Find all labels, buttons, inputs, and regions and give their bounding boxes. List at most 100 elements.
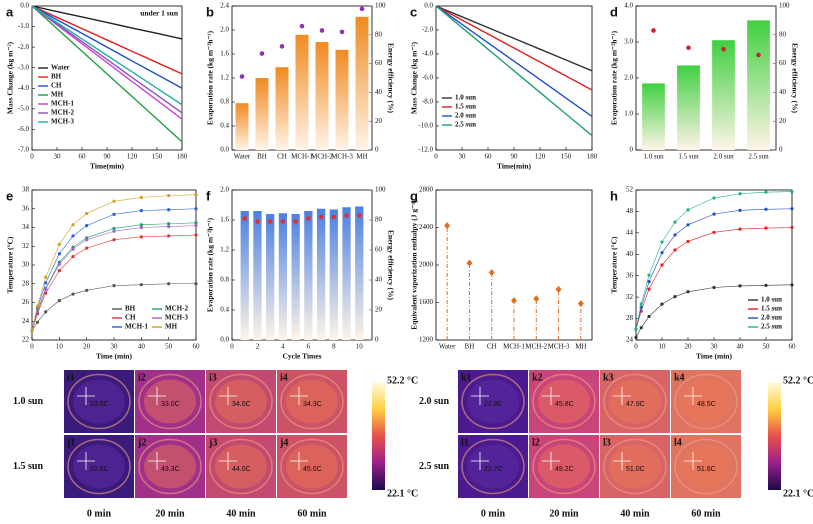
y-tick-label: -4.0: [18, 84, 30, 92]
series-line: [435, 5, 593, 72]
panel-label: b: [206, 4, 214, 19]
x-tick-label: 20: [83, 343, 91, 351]
legend-label: MH: [51, 91, 64, 99]
x-tick-label: MCH-3: [548, 343, 570, 351]
x-tick-label: 1.5 sun: [678, 153, 699, 161]
y-tick-label: -10.0: [418, 122, 433, 130]
panel-label: c: [410, 4, 417, 19]
marker: [139, 283, 143, 287]
y2-tick-label: 60: [375, 59, 383, 67]
legend-label: MCH-3: [165, 314, 188, 322]
marker: [85, 288, 89, 292]
cell-id: j1: [66, 437, 75, 448]
y-axis-label: Evaporation rate (kg m⁻²h⁻¹): [610, 30, 619, 125]
marker: [686, 208, 690, 212]
x-tick-label: 10: [356, 343, 364, 351]
marker: [764, 283, 768, 287]
y2-tick-label: 20: [375, 117, 383, 125]
x-tick-label: MCH-1: [503, 343, 525, 351]
series-line: [635, 191, 793, 330]
thermal-image: [600, 435, 670, 498]
y2-tick-label: 60: [779, 59, 787, 67]
plot-frame: [435, 189, 593, 341]
y-tick-label: -1.0: [18, 22, 30, 30]
marker: [738, 208, 742, 212]
bar: [677, 65, 700, 150]
sample-ring: [461, 438, 525, 495]
marker: [57, 262, 61, 266]
x-tick-label: 10: [659, 343, 667, 351]
y-tick-label: 0.8: [220, 98, 229, 106]
cell-id: i1: [67, 372, 75, 383]
marker: [712, 285, 716, 290]
y-axis-label: Equivalent vaporization enthalpy (J g⁻¹): [410, 200, 419, 330]
y-tick-label: 0.4: [220, 122, 229, 130]
x-tick-label: MH: [356, 153, 367, 161]
series-line: [435, 5, 593, 91]
x-tick-label: 2: [256, 343, 260, 351]
panel: 0 30 60 90 120 150 180 0.0 -2.0 -4.0 -6.0 -8.0 -10.0…: [410, 2, 598, 171]
bar: [253, 211, 262, 340]
legend-label: 1.0 sun: [761, 296, 782, 304]
bar: [329, 209, 338, 340]
efficiency-point: [651, 28, 656, 33]
y-tick-label: -6.0: [422, 74, 434, 82]
y2-axis-label: Energy efficiency (%): [790, 43, 799, 113]
marker: [139, 225, 143, 230]
marker: [712, 196, 716, 200]
diamond-marker: [444, 222, 451, 230]
marker: [44, 281, 48, 285]
x-tick-label: 2.5 sun: [748, 153, 769, 161]
marker: [660, 302, 664, 306]
efficiency-point: [267, 219, 273, 224]
y-tick-label: 0.0: [424, 2, 433, 10]
y-tick-label: 2.0: [220, 26, 229, 34]
y-tick-label: 38: [22, 186, 30, 194]
marker: [85, 224, 89, 228]
y2-tick-label: 60: [375, 246, 383, 254]
thermal-image: [206, 370, 276, 433]
plot-frame: [231, 189, 373, 341]
efficiency-point: [293, 219, 298, 224]
x-tick-label: 150: [152, 153, 163, 161]
panel: Water BH CH MCH-1 MCH-2 MCH-3 MH 1200 1600 2000 24…: [410, 186, 593, 351]
colorbar: [768, 382, 781, 490]
legend-label: 2.0 sun: [455, 112, 476, 120]
thermal-image: [277, 435, 347, 498]
series-line: [31, 5, 183, 120]
bar: [342, 207, 351, 340]
colorbar-max: 52.2 °C: [783, 375, 813, 386]
column-label: 20 min: [155, 508, 185, 519]
cell-id: k1: [461, 372, 472, 383]
legend-label: MCH-1: [125, 323, 148, 331]
y2-tick-label: 80: [375, 216, 383, 224]
efficiency-point: [331, 214, 337, 220]
x-tick-label: 40: [737, 343, 745, 351]
y2-tick-label: 100: [375, 2, 386, 10]
y-tick-label: 2000: [419, 261, 434, 269]
cell-id: j4: [279, 437, 288, 448]
legend-label: Water: [51, 64, 70, 72]
marker: [634, 327, 638, 331]
y-tick-label: 32: [626, 293, 634, 301]
x-tick-label: 0: [230, 343, 234, 351]
bar: [747, 20, 770, 151]
cell-id: k2: [532, 372, 543, 383]
y2-tick-label: 40: [375, 88, 383, 96]
x-tick-label: 50: [763, 343, 771, 351]
marker: [167, 222, 171, 226]
marker: [167, 282, 171, 286]
x-tick-label: CH: [277, 153, 287, 161]
bar: [355, 206, 364, 340]
series-line: [31, 234, 197, 331]
bar: [355, 16, 369, 150]
y-tick-label: 1.0: [624, 110, 633, 118]
x-tick-label: BH: [465, 343, 475, 351]
cell-id: i2: [138, 372, 146, 383]
x-tick-label: 150: [561, 153, 572, 161]
marker: [712, 212, 716, 216]
row-label: 1.0 sun: [13, 396, 43, 407]
y2-axis-label: Energy efficiency (%): [386, 43, 395, 113]
y-tick-label: 2.0: [624, 74, 633, 82]
